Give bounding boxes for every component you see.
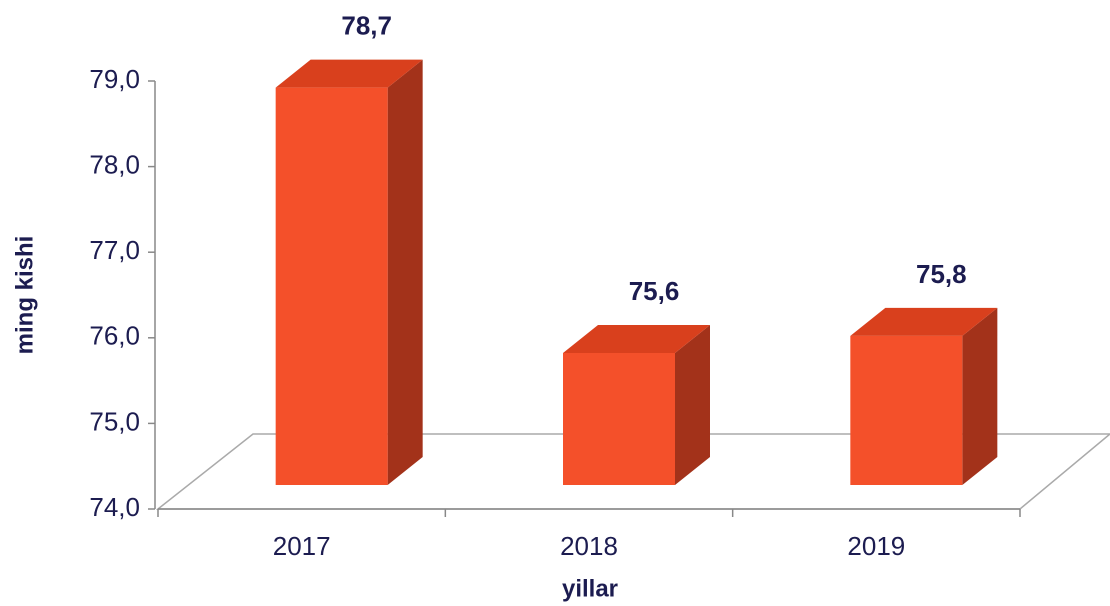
- y-tick-label: 78,0: [89, 149, 140, 179]
- bar: [850, 307, 998, 485]
- y-tick-label: 75,0: [89, 406, 140, 436]
- x-tick-label: 2018: [560, 531, 618, 561]
- bar-front: [850, 335, 963, 485]
- value-label: 75,6: [629, 276, 680, 306]
- bar: [563, 325, 710, 485]
- bar-side: [387, 59, 423, 486]
- bar-front: [563, 353, 675, 485]
- x-axis-title: yillar: [562, 575, 618, 602]
- value-label: 75,8: [916, 259, 967, 289]
- bar-front: [275, 87, 388, 486]
- y-tick-label: 74,0: [89, 492, 140, 522]
- bar-side: [675, 325, 710, 485]
- y-tick-label: 76,0: [89, 321, 140, 351]
- bar-side: [962, 307, 998, 485]
- bar-top: [563, 325, 710, 354]
- value-label: 78,7: [341, 11, 392, 41]
- x-tick-label: 2019: [847, 531, 905, 561]
- bar: [275, 59, 423, 486]
- bar-top: [275, 59, 423, 88]
- y-tick-label: 79,0: [89, 64, 140, 94]
- y-axis-title: ming kishi: [11, 236, 38, 355]
- y-tick-label: 77,0: [89, 235, 140, 265]
- bar-top: [850, 307, 998, 336]
- x-tick-label: 2017: [273, 531, 331, 561]
